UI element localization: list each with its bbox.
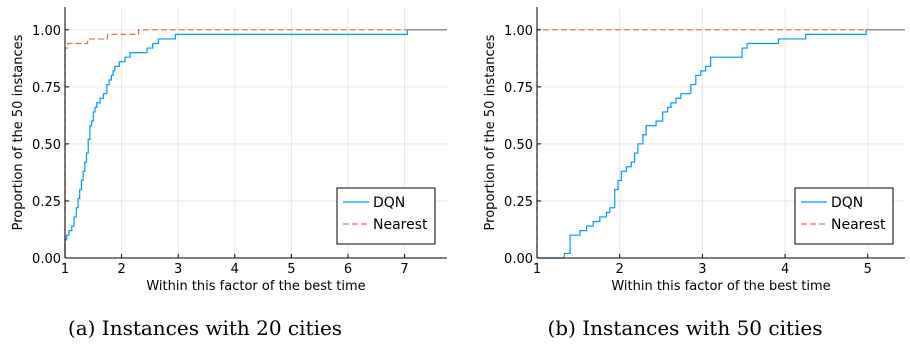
- x-tick-label: 7: [400, 262, 408, 277]
- caption-b: (b) Instances with 50 cities: [547, 316, 822, 340]
- series-line-nearest: [64, 29, 447, 258]
- y-tick-label: 0.75: [504, 81, 533, 96]
- legend-label-dqn: DQN: [831, 195, 863, 211]
- x-axis-title: Within this factor of the best time: [146, 279, 365, 294]
- legend-box: [336, 187, 436, 245]
- series-line-dqn: [537, 29, 905, 259]
- x-tick-label: 6: [344, 262, 352, 277]
- x-tick-label: 4: [781, 262, 789, 277]
- series-line-dqn: [64, 29, 447, 258]
- panel-a: 1 2 3 4 5 6 7 0.00 0.25 0.50 0.75 1.00 Within this f…: [11, 7, 447, 294]
- legend-label-nearest: Nearest: [831, 217, 886, 233]
- y-tick-label: 0.75: [32, 81, 61, 96]
- y-tick-label: 0.50: [32, 138, 61, 153]
- y-tick-label: 0.25: [504, 195, 533, 210]
- x-tick-label: 1: [61, 262, 69, 277]
- y-tick-label: 0.50: [504, 138, 533, 153]
- y-tick-label: 0.25: [32, 195, 61, 210]
- panel-b: 1 2 3 4 5 0.00 0.25 0.50 0.75 1.00 Within this fac…: [483, 7, 905, 294]
- y-axis-title: Proportion of the 50 instances: [11, 34, 26, 230]
- x-tick-label: 3: [698, 262, 706, 277]
- x-tick-label: 4: [231, 262, 239, 277]
- x-tick-label: 5: [287, 262, 295, 277]
- y-tick-label: 1.00: [32, 24, 61, 39]
- x-tick-label: 1: [533, 262, 541, 277]
- x-tick-label: 2: [616, 262, 624, 277]
- x-tick-label: 5: [864, 262, 872, 277]
- legend-label-dqn: DQN: [373, 195, 405, 211]
- x-tick-label: 2: [117, 262, 125, 277]
- y-tick-label: 0.00: [32, 252, 61, 267]
- x-axis-title: Within this factor of the best time: [611, 279, 830, 294]
- y-tick-label: 1.00: [504, 24, 533, 39]
- legend: DQN Nearest: [336, 187, 436, 245]
- legend: DQN Nearest: [794, 187, 894, 245]
- x-tick-label: 3: [174, 262, 182, 277]
- y-tick-label: 0.00: [504, 252, 533, 267]
- legend-box: [794, 187, 894, 245]
- y-axis-title: Proportion of the 50 instances: [483, 34, 498, 230]
- legend-label-nearest: Nearest: [373, 217, 428, 233]
- caption-a: (a) Instances with 20 cities: [68, 316, 342, 340]
